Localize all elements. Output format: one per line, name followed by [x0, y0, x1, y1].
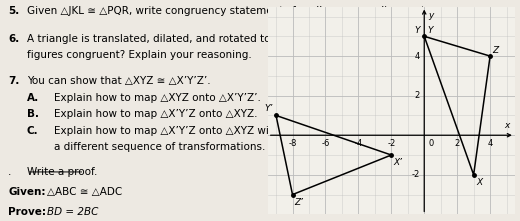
Text: Y: Y: [414, 26, 420, 35]
Text: Explain how to map △X’Y’Z onto △XYZ with: Explain how to map △X’Y’Z onto △XYZ with: [54, 126, 279, 136]
Text: A triangle is translated, dilated, and rotated to map onto an image. Are the two: A triangle is translated, dilated, and r…: [27, 34, 443, 44]
Text: Given △JKL ≅ △PQR, write congruency statements for all corresponding parts.: Given △JKL ≅ △PQR, write congruency stat…: [27, 6, 434, 15]
Text: Given:: Given:: [8, 187, 46, 197]
Text: X’: X’: [394, 158, 403, 167]
Text: A.: A.: [27, 93, 39, 103]
Text: △ABC ≅ △ADC: △ABC ≅ △ADC: [47, 187, 122, 197]
Text: Z’: Z’: [294, 198, 303, 207]
Text: figures congruent? Explain your reasoning.: figures congruent? Explain your reasonin…: [27, 50, 252, 60]
Text: 2: 2: [454, 139, 460, 148]
Text: -8: -8: [288, 139, 297, 148]
Text: -2: -2: [412, 170, 420, 179]
Text: x: x: [504, 121, 510, 130]
Text: B.: B.: [27, 109, 39, 119]
Text: You can show that △XYZ ≅ △X’Y’Z’.: You can show that △XYZ ≅ △X’Y’Z’.: [27, 76, 211, 86]
Text: 4: 4: [415, 51, 420, 61]
Text: BD = 2BC: BD = 2BC: [47, 207, 98, 217]
Text: .: .: [8, 167, 11, 177]
Text: X: X: [476, 178, 482, 187]
Text: Write a proof.: Write a proof.: [27, 167, 97, 177]
Text: -4: -4: [354, 139, 362, 148]
Text: 5.: 5.: [8, 6, 19, 15]
Text: Prove:: Prove:: [8, 207, 46, 217]
Text: -6: -6: [321, 139, 330, 148]
Text: -2: -2: [387, 139, 395, 148]
Text: 0: 0: [428, 139, 434, 148]
Text: 6.: 6.: [8, 34, 19, 44]
Text: Y: Y: [427, 26, 433, 35]
Text: a different sequence of transformations.: a different sequence of transformations.: [54, 142, 265, 152]
Text: 4: 4: [487, 139, 493, 148]
Text: 7.: 7.: [8, 76, 19, 86]
Text: C.: C.: [27, 126, 38, 136]
Text: Y’: Y’: [264, 105, 273, 113]
Text: Explain how to map △X’Y’Z onto △XYZ.: Explain how to map △X’Y’Z onto △XYZ.: [54, 109, 257, 119]
Text: y: y: [428, 11, 434, 20]
Text: 2: 2: [415, 91, 420, 100]
Text: Z: Z: [492, 46, 499, 55]
Text: Explain how to map △XYZ onto △X’Y’Z’.: Explain how to map △XYZ onto △X’Y’Z’.: [54, 93, 261, 103]
